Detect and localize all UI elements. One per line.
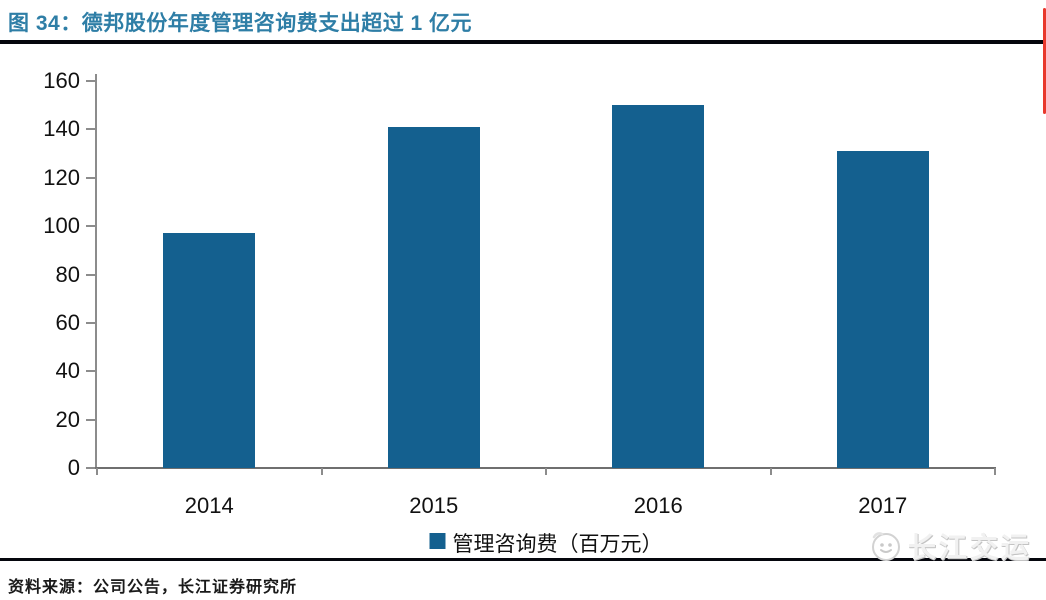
brand-logo-icon (871, 532, 900, 561)
y-tick (86, 273, 95, 276)
x-tick-label-2015: 2015 (409, 493, 459, 518)
y-tick-label: 160 (43, 68, 80, 93)
x-tick (320, 468, 323, 475)
y-axis-line (95, 74, 97, 468)
y-tick-label: 20 (55, 406, 80, 432)
y-tick-label: 140 (43, 116, 80, 142)
legend-swatch (429, 533, 446, 549)
y-tick (86, 370, 95, 373)
y-tick-label: 120 (43, 164, 80, 190)
x-tick (545, 468, 547, 475)
bar-2016 (612, 105, 705, 468)
y-tick-label: 100 (43, 213, 80, 239)
title-divider (0, 40, 1046, 44)
brand-watermark: 长江交运 (868, 526, 1032, 566)
figure-title: 图 34：德邦股份年度管理咨询费支出超过 1 亿元 (8, 12, 473, 35)
y-tick (86, 467, 95, 469)
plot-area: 0 20 40 60 80 100 120 140 160 2014 2015 2016 2017 (0, 44, 1046, 558)
y-tick (86, 176, 95, 179)
bar-2014 (163, 233, 256, 468)
bar-chart: 0 20 40 60 80 100 120 140 160 2014 2015 2016 2017 管理… (0, 44, 1046, 558)
y-tick-label: 40 (55, 358, 80, 384)
x-tick-label-2016: 2016 (633, 493, 683, 518)
x-tick-label-2017: 2017 (858, 493, 908, 518)
y-tick (86, 128, 95, 131)
x-tick (769, 468, 772, 475)
y-tick (86, 225, 95, 228)
y-tick (86, 418, 95, 421)
bar-2015 (387, 126, 480, 468)
source-note: 资料来源：公司公告，长江证券研究所 (8, 579, 298, 596)
y-tick-label: 80 (55, 261, 80, 287)
footer-divider (0, 558, 1046, 561)
legend-label: 管理咨询费（百万元） (452, 533, 663, 556)
x-tick (994, 468, 996, 475)
x-tick-label-2014: 2014 (184, 493, 234, 518)
y-tick (86, 321, 95, 324)
y-tick (86, 80, 95, 82)
x-tick (96, 468, 98, 475)
y-tick-label: 0 (67, 455, 80, 480)
bar-2017 (836, 151, 929, 468)
brand-watermark-text: 长江交运 (907, 532, 1032, 563)
scroll-indicator (1043, 8, 1046, 114)
chart-legend: 管理咨询费（百万元） (429, 528, 663, 558)
y-tick-label: 60 (55, 309, 80, 335)
